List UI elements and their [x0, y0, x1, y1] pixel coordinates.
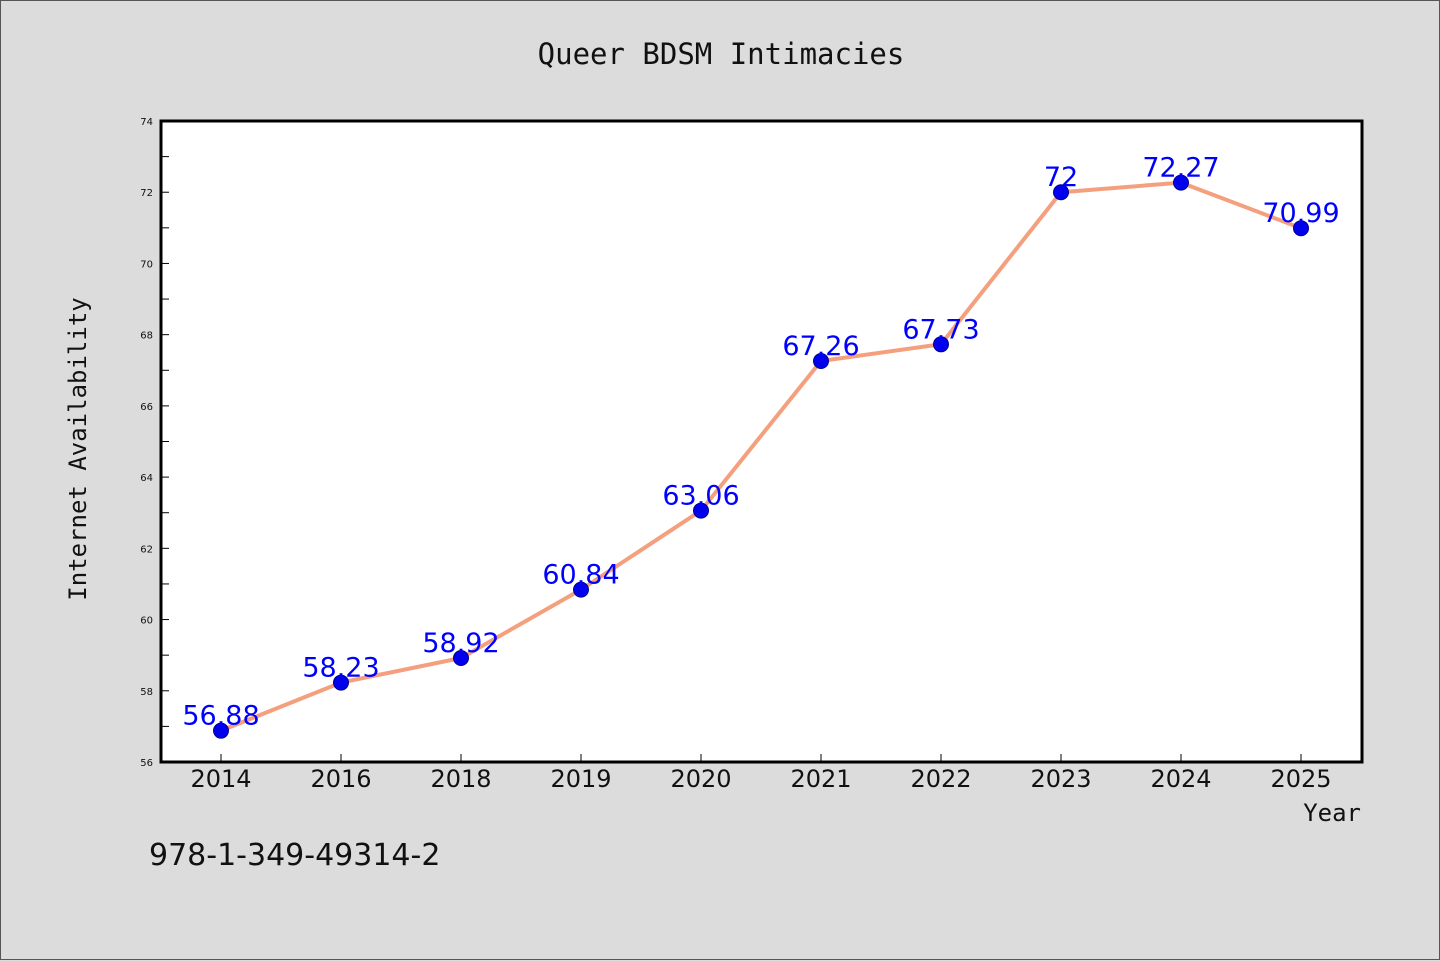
- x-tick-label: 2016: [310, 765, 371, 793]
- data-point: [213, 722, 229, 739]
- y-tick-label: 56: [140, 758, 153, 769]
- series-line: [220, 180, 1302, 733]
- plot-area: [159, 119, 1364, 764]
- y-axis-label: Internet Availability: [64, 297, 92, 600]
- data-point: [333, 674, 349, 691]
- data-label: 67.73: [902, 314, 979, 345]
- series-layer: 56.88 58.23 58.92 60.84 63.06 67.26 67.73 72 72.…: [182, 153, 1340, 739]
- x-tick-label: 2023: [1030, 765, 1091, 793]
- data-label: 67.26: [782, 331, 859, 362]
- y-tick-label: 58: [140, 687, 153, 698]
- data-label: 60.84: [542, 560, 619, 591]
- data-point: [573, 581, 589, 598]
- footer-isbn: 978-1-349-49314-2: [149, 838, 440, 873]
- x-tick-label: 2025: [1270, 765, 1331, 793]
- chart-title: Queer BDSM Intimacies: [538, 37, 905, 71]
- data-point: [453, 650, 469, 667]
- x-tick-label: 2021: [790, 765, 851, 793]
- y-tick-label: 70: [140, 259, 153, 270]
- data-point: [1173, 174, 1189, 191]
- data-label: 58.92: [422, 628, 499, 659]
- data-label: 70.99: [1262, 198, 1339, 229]
- data-label: 72: [1044, 162, 1078, 193]
- data-point: [933, 336, 949, 353]
- data-label: 72.27: [1142, 153, 1219, 184]
- data-point: [1053, 184, 1069, 201]
- data-label: 63.06: [662, 481, 739, 512]
- x-tick-label: 2020: [670, 765, 731, 793]
- y-tick-label: 68: [140, 331, 153, 342]
- x-axis-label: Year: [1303, 799, 1361, 827]
- y-tick-label: 66: [140, 402, 153, 413]
- y-tick-label: 64: [140, 473, 153, 484]
- data-point: [1293, 220, 1309, 237]
- x-tick-label: 2019: [550, 765, 611, 793]
- data-label: 56.88: [182, 701, 259, 732]
- data-point: [693, 502, 709, 519]
- y-tick-label: 72: [140, 188, 153, 199]
- y-tick-label: 62: [140, 544, 153, 555]
- data-label: 58.23: [302, 653, 379, 684]
- x-tick-label: 2024: [1150, 765, 1211, 793]
- y-tick-label: 60: [140, 616, 153, 627]
- y-tick-label: 74: [140, 117, 153, 128]
- data-point: [813, 353, 829, 370]
- x-tick-label: 2022: [910, 765, 971, 793]
- x-axis: 2014 2016 2018 2019 2020 2021 2022 2023 2024 2025: [190, 754, 1332, 793]
- x-tick-label: 2014: [190, 765, 251, 793]
- x-tick-label: 2018: [430, 765, 491, 793]
- y-axis: 56 58 60 62 64 66 68 70 72 74: [140, 117, 169, 769]
